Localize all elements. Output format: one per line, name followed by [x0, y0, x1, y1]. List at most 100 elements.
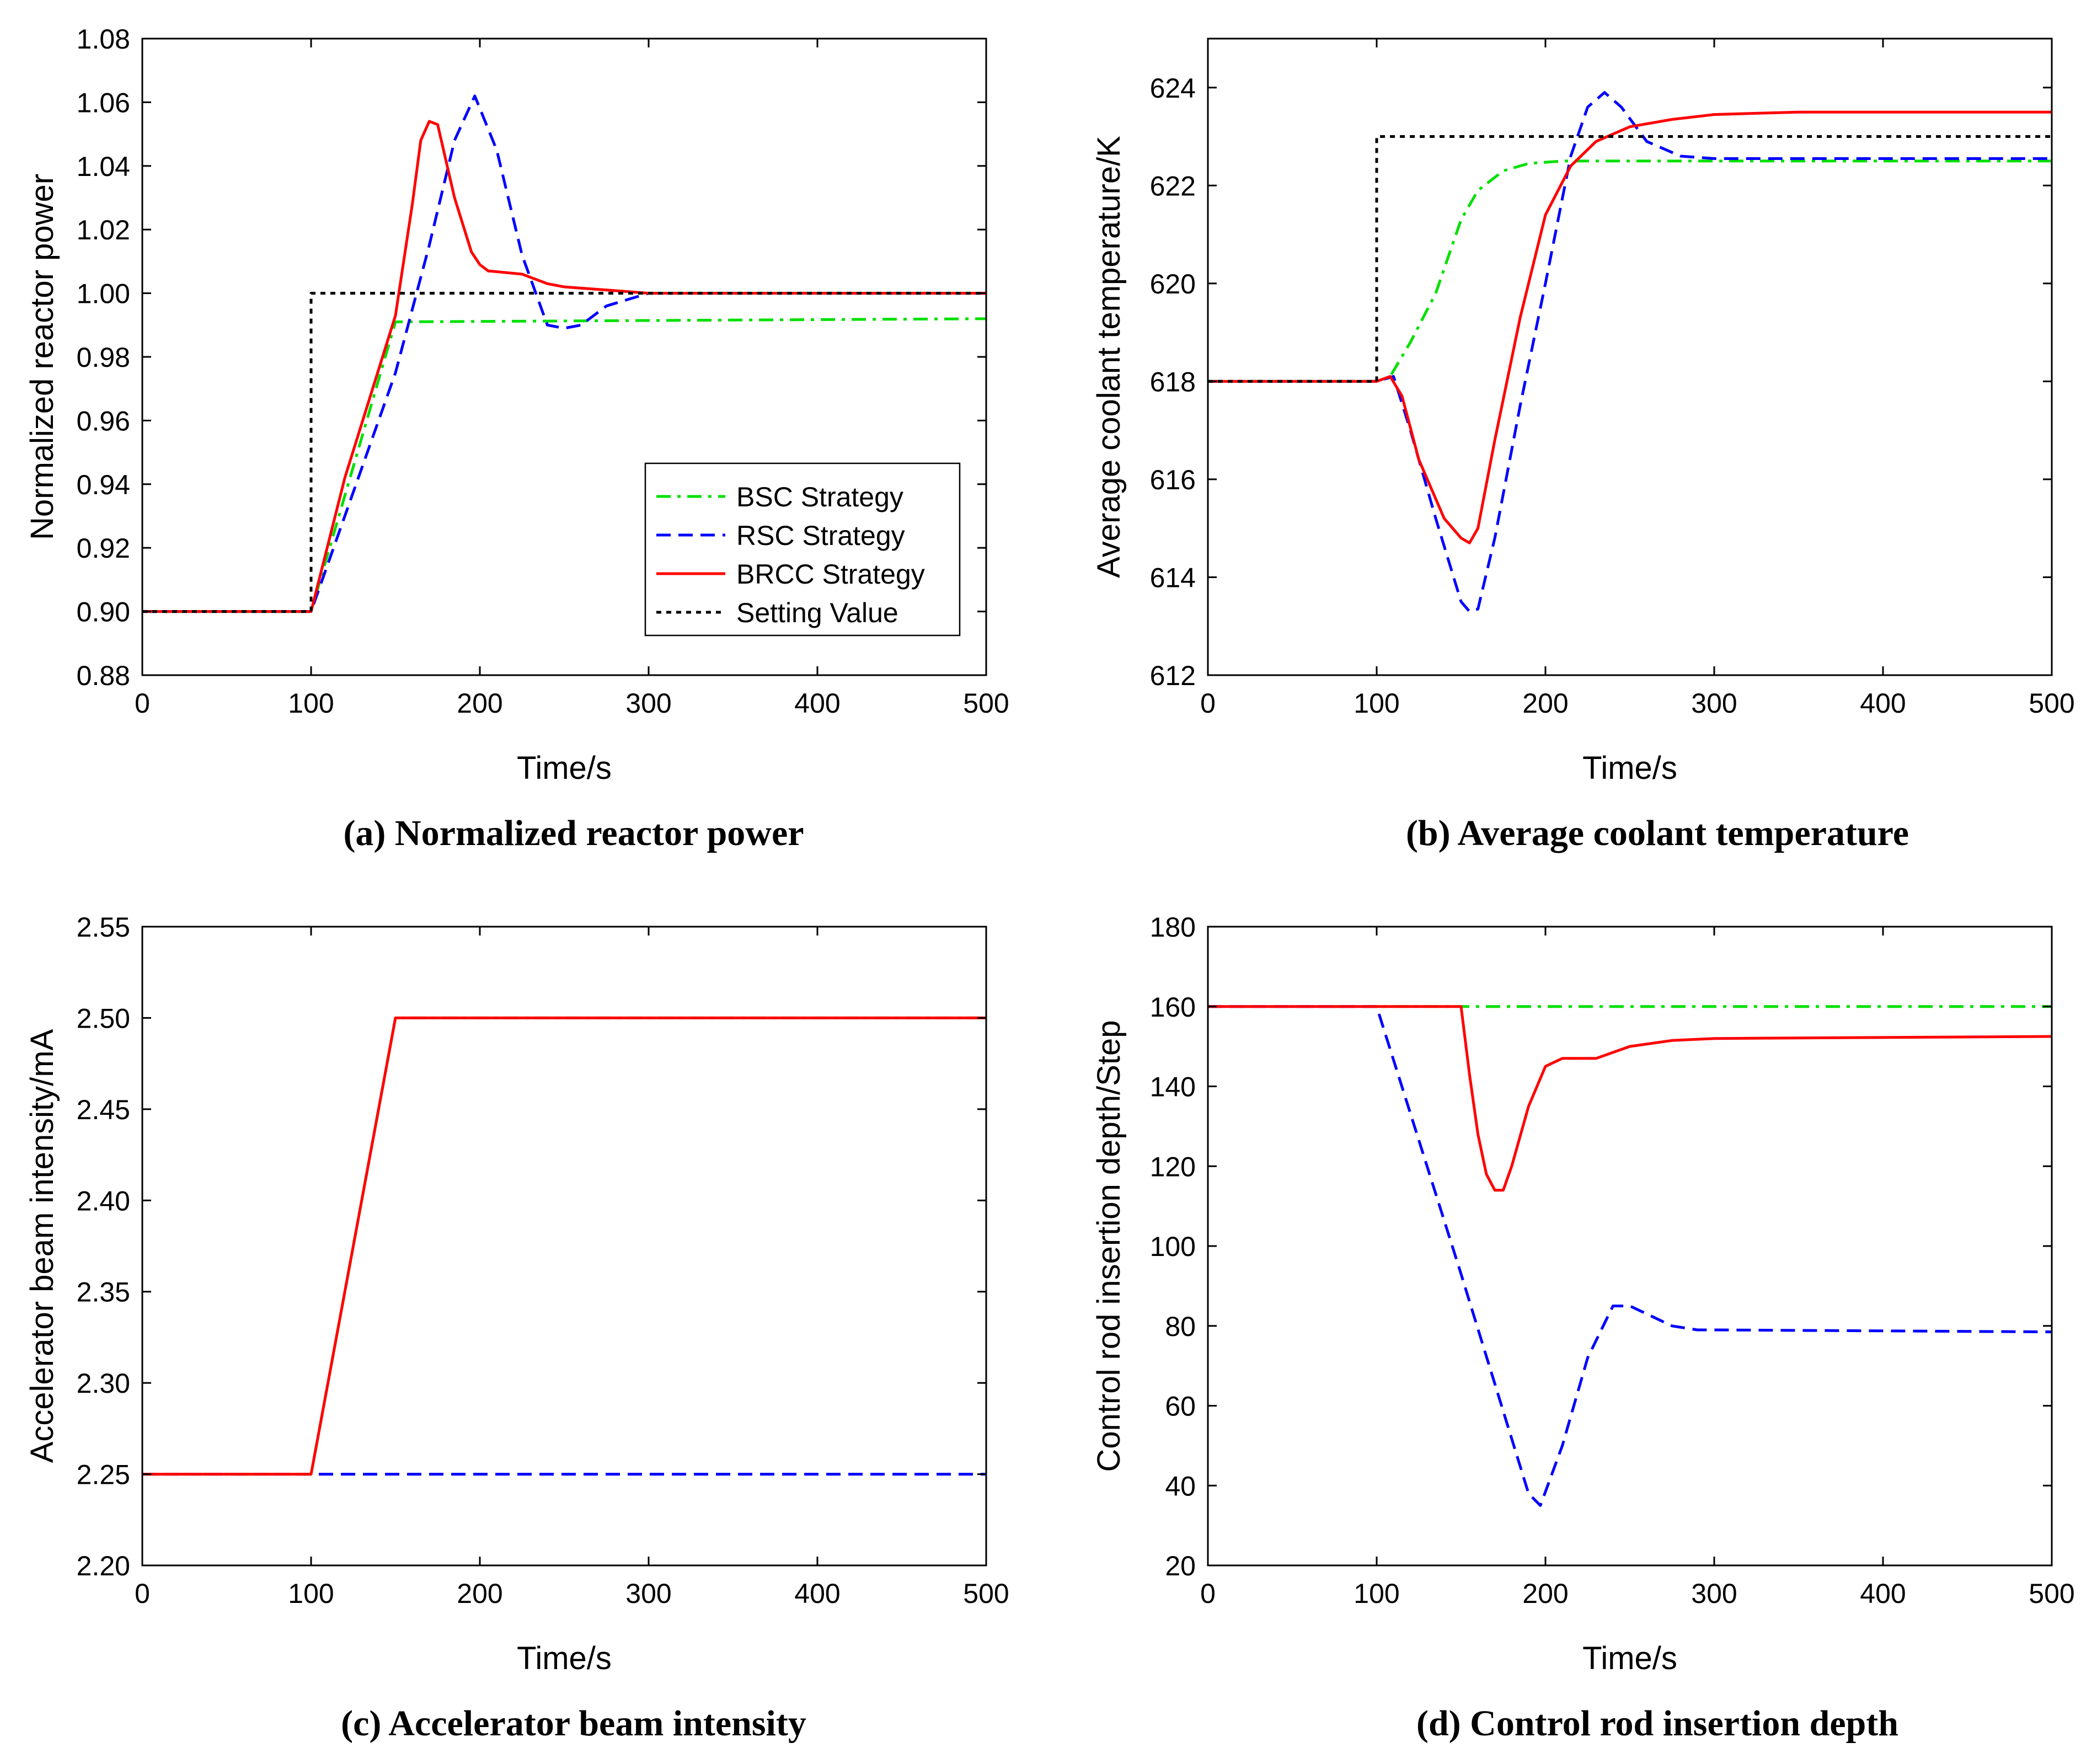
panel-caption: (b) Average coolant temperature: [1406, 813, 1909, 853]
x-axis-label: Time/s: [517, 1640, 612, 1676]
y-tick-label: 1.04: [77, 151, 130, 182]
series-group: [142, 94, 986, 613]
y-tick-label: 612: [1150, 660, 1196, 691]
y-tick-label: 2.25: [77, 1460, 130, 1490]
x-tick-label: 0: [135, 688, 150, 719]
series-bsc-strategy: [1208, 159, 2052, 383]
x-tick-label: 400: [794, 1578, 840, 1609]
y-tick-label: 2.30: [77, 1368, 130, 1399]
series-group: [142, 1016, 986, 1476]
plot-frame: [1207, 38, 2053, 676]
y-tick-label: 120: [1150, 1151, 1196, 1182]
x-tick-label: 200: [457, 688, 502, 719]
y-tick-label: 616: [1150, 464, 1196, 495]
y-tick-label: 624: [1150, 73, 1196, 104]
x-tick-label: 300: [1691, 688, 1737, 719]
legend-label: BSC Strategy: [736, 482, 903, 512]
x-tick-label: 400: [1860, 1578, 1906, 1609]
x-tick-label: 100: [1354, 688, 1399, 719]
series-group: [1208, 1005, 2052, 1507]
x-tick-label: 300: [1691, 1578, 1737, 1609]
x-tick-label: 100: [288, 688, 334, 719]
y-tick-label: 1.02: [77, 215, 130, 245]
series-group: [1208, 91, 2052, 613]
panel-caption: (a) Normalized reactor power: [343, 813, 804, 853]
x-axis-label: Time/s: [517, 750, 612, 786]
chart-panel-1: 0 100 200 300 400 500 0.88 0.90 0.92 0.94 0.96 0.98…: [24, 24, 1009, 853]
series-brcc-strategy: [1208, 1005, 2052, 1192]
y-axis-label: Average coolant temperature/K: [1091, 136, 1127, 578]
y-tick-label: 1.00: [77, 279, 130, 309]
x-tick-label: 0: [135, 1578, 150, 1609]
y-tick-label: 0.96: [77, 405, 130, 436]
y-tick-label: 2.45: [77, 1094, 130, 1125]
y-tick-label: 180: [1150, 912, 1196, 943]
x-tick-label: 100: [288, 1578, 334, 1609]
y-tick-label: 2.55: [77, 912, 130, 943]
y-tick-label: 622: [1150, 170, 1196, 201]
series-rsc-strategy: [1208, 91, 2052, 613]
x-tick-label: 0: [1200, 688, 1216, 719]
y-tick-label: 620: [1150, 269, 1196, 300]
series-rsc-strategy: [1208, 1005, 2052, 1507]
y-tick-label: 20: [1165, 1551, 1196, 1581]
plot-frame: [141, 926, 987, 1567]
legend-label: BRCC Strategy: [736, 559, 925, 590]
legend: BSC Strategy RSC Strategy BRCC Strategy Set…: [644, 462, 961, 637]
x-tick-label: 200: [1522, 688, 1568, 719]
x-tick-label: 400: [794, 688, 840, 719]
y-tick-label: 0.94: [77, 469, 130, 500]
x-tick-label: 500: [2029, 688, 2074, 719]
x-axis-label: Time/s: [1582, 1640, 1677, 1676]
series-brcc-strategy: [142, 1016, 986, 1476]
series-setting-value: [142, 292, 986, 613]
legend-label: Setting Value: [736, 597, 898, 628]
x-tick-label: 100: [1354, 1578, 1399, 1609]
x-axis-label: Time/s: [1582, 750, 1677, 786]
y-tick-label: 2.50: [77, 1003, 130, 1034]
chart-panel-3: 0 100 200 300 400 500 2.20 2.25 2.30 2.35 2.40 2.45…: [24, 912, 1009, 1744]
y-tick-label: 1.08: [77, 24, 130, 55]
y-tick-label: 2.40: [77, 1185, 130, 1216]
chart-panel-4: 0 100 200 300 400 500 20 40 60 80 100 120 140 160 180 T…: [1091, 912, 2075, 1744]
y-tick-label: 60: [1165, 1391, 1196, 1422]
y-tick-label: 160: [1150, 992, 1196, 1023]
y-tick-label: 2.35: [77, 1277, 130, 1308]
series-brcc-strategy: [1208, 110, 2052, 544]
y-tick-label: 0.92: [77, 533, 130, 564]
y-tick-label: 0.88: [77, 660, 130, 691]
series-setting-value: [1208, 135, 2052, 383]
legend-label: RSC Strategy: [736, 520, 905, 551]
x-tick-label: 300: [625, 688, 671, 719]
x-tick-label: 300: [625, 1578, 671, 1609]
y-axis-label: Normalized reactor power: [24, 174, 60, 540]
y-tick-label: 614: [1150, 562, 1196, 593]
y-tick-label: 140: [1150, 1072, 1196, 1103]
y-tick-label: 100: [1150, 1231, 1196, 1262]
x-tick-label: 500: [963, 688, 1009, 719]
y-tick-label: 0.90: [77, 597, 130, 628]
panel-caption: (c) Accelerator beam intensity: [341, 1703, 806, 1744]
panel-caption: (d) Control rod insertion depth: [1416, 1703, 1898, 1744]
x-tick-label: 200: [457, 1578, 502, 1609]
x-tick-label: 200: [1522, 1578, 1568, 1609]
plot-frame: [1207, 926, 2053, 1567]
y-tick-label: 618: [1150, 366, 1196, 397]
y-tick-label: 0.98: [77, 342, 130, 373]
y-axis-label: Accelerator beam intensity/mA: [24, 1029, 60, 1463]
y-tick-label: 1.06: [77, 87, 130, 118]
y-tick-label: 80: [1165, 1311, 1196, 1342]
y-axis-label: Control rod insertion depth/Step: [1091, 1020, 1127, 1472]
chart-panel-2: 0 100 200 300 400 500 612 614 616 618 620 622 624 Tim…: [1091, 38, 2075, 853]
series-brcc-strategy: [142, 120, 986, 613]
series-rsc-strategy: [142, 94, 986, 613]
y-tick-label: 2.20: [77, 1551, 130, 1581]
x-tick-label: 0: [1200, 1578, 1216, 1609]
x-tick-label: 500: [963, 1578, 1009, 1609]
legend-box: [644, 462, 961, 637]
x-tick-label: 500: [2029, 1578, 2074, 1609]
series-bsc-strategy: [142, 1016, 986, 1476]
x-tick-label: 400: [1860, 688, 1906, 719]
y-tick-label: 40: [1165, 1471, 1196, 1501]
